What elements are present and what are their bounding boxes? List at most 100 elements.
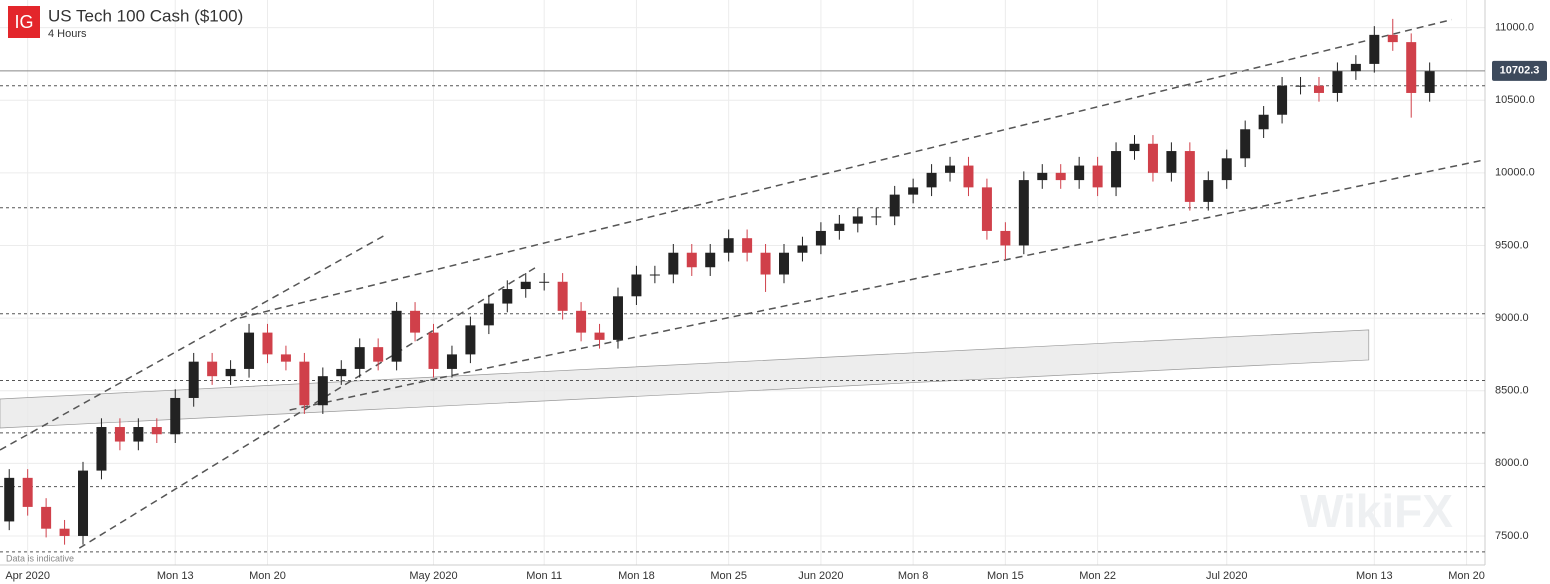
candle-body (1129, 143, 1140, 152)
x-tick-label: Mon 11 (526, 570, 562, 582)
candle-body (225, 368, 236, 377)
x-tick-label: Jul 2020 (1206, 570, 1248, 582)
candle-body (631, 274, 642, 297)
price-tag-label: 10702.3 (1500, 65, 1540, 77)
candle-body (1350, 63, 1361, 72)
x-tick-label: Mon 20 (1448, 570, 1485, 582)
candle-body (1055, 172, 1066, 181)
x-tick-label: Mon 20 (249, 570, 286, 582)
y-tick-label: 10500.0 (1495, 94, 1535, 106)
candle-body (280, 354, 291, 362)
x-tick-label: Mon 18 (618, 570, 655, 582)
x-tick-label: Mon 25 (710, 570, 747, 582)
candle-body (779, 252, 790, 275)
y-tick-label: 8500.0 (1495, 385, 1529, 397)
candle-body (114, 427, 125, 442)
candle-body (299, 361, 310, 406)
logo: IG (14, 12, 33, 32)
candle-body (1203, 180, 1214, 202)
candle-body (1018, 180, 1029, 246)
candle-body (612, 296, 623, 340)
candle-body (760, 252, 771, 275)
zone (0, 329, 1370, 429)
candle-body (96, 427, 107, 471)
candle-body (1369, 34, 1380, 64)
candle-body (945, 165, 956, 173)
candle-body (1111, 151, 1122, 188)
candle-body (188, 361, 199, 398)
candle-body (834, 223, 845, 231)
candle-body (557, 281, 568, 311)
candle-body (871, 216, 882, 218)
x-tick-label: Jun 2020 (798, 570, 843, 582)
candle-body (889, 194, 900, 217)
candle-body (852, 216, 863, 224)
candle-body (1092, 165, 1103, 188)
candle-body (723, 238, 734, 253)
candle-body (133, 427, 144, 442)
candle-body (1295, 85, 1306, 87)
candle-body (22, 477, 33, 507)
y-tick-label: 9000.0 (1495, 312, 1529, 324)
candle-body (1277, 85, 1288, 115)
candle-body (207, 361, 218, 377)
candle-body (410, 310, 421, 333)
chart-subtitle: 4 Hours (48, 28, 87, 40)
price-tag (1492, 60, 1547, 81)
candle-body (391, 310, 402, 362)
candle-body (1332, 71, 1343, 93)
trend-line (439, 159, 1486, 379)
x-tick-label: Mon 13 (157, 570, 194, 582)
candle-body (815, 230, 826, 246)
candle-body (981, 187, 992, 231)
candle-body (1147, 143, 1158, 173)
candle-body (908, 187, 919, 195)
candle-body (686, 252, 697, 268)
candle-body (1221, 158, 1232, 181)
logo-box (8, 6, 40, 38)
x-tick-label: May 2020 (409, 570, 457, 582)
candle-body (705, 252, 716, 268)
candle-body (1387, 34, 1398, 43)
y-tick-label: 7500.0 (1495, 530, 1529, 542)
y-tick-label: 11000.0 (1495, 22, 1534, 34)
candle-body (668, 252, 679, 275)
candle-body (1258, 114, 1269, 130)
candle-body (4, 477, 15, 522)
candle-body (742, 238, 753, 253)
candle-body (317, 376, 328, 406)
candle-body (244, 332, 255, 369)
candle-body (1406, 42, 1417, 93)
candle-body (336, 368, 347, 377)
candle-body (262, 332, 273, 355)
y-tick-label: 8000.0 (1495, 457, 1529, 469)
candle-body (963, 165, 974, 188)
chart-title: US Tech 100 Cash ($100) (48, 6, 243, 25)
candle-body (576, 310, 587, 333)
x-tick-label: Mon 13 (1356, 570, 1393, 582)
candle-body (151, 427, 162, 435)
candle-body (1037, 172, 1048, 181)
trend-line (239, 18, 1452, 319)
x-tick-label: Apr 2020 (5, 570, 50, 582)
candle-body (539, 281, 550, 283)
trend-line (78, 267, 536, 549)
candle-body (797, 245, 808, 253)
candle-body (520, 281, 531, 290)
candle-body (926, 172, 937, 188)
candle-body (1184, 151, 1195, 202)
candle-body (354, 347, 365, 369)
note: Data is indicative (6, 553, 74, 563)
candle-body (1074, 165, 1085, 181)
candle-body (1424, 71, 1435, 93)
candle-body (373, 347, 384, 362)
candle-body (1166, 151, 1177, 173)
x-tick-label: Mon 22 (1079, 570, 1116, 582)
x-tick-label: Mon 15 (987, 570, 1024, 582)
candle-body (41, 506, 52, 529)
candle-body (170, 397, 181, 435)
candle-body (502, 289, 513, 304)
trend-line (289, 377, 441, 411)
candle-body (649, 274, 660, 276)
